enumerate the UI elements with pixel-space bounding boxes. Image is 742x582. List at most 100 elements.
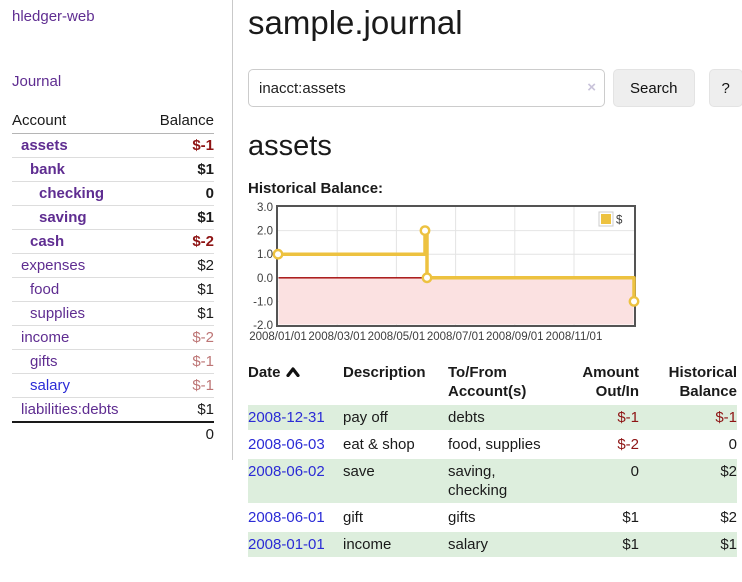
account-balance: $-2	[146, 230, 214, 254]
account-link-food[interactable]: food	[30, 281, 59, 298]
transaction-date-link[interactable]: 2008-06-02	[248, 463, 325, 480]
negative-region	[279, 278, 634, 325]
transaction-accounts: salary	[448, 531, 556, 557]
transaction-description: gift	[343, 504, 448, 531]
chart-heading: Historical Balance:	[248, 180, 742, 197]
register-row: 2008-06-01 gift gifts $1 $2	[248, 504, 737, 531]
x-tick: 2008/09/01	[486, 331, 544, 343]
account-link-liabilities-debts[interactable]: liabilities:debts	[21, 401, 119, 418]
transaction-balance: $-1	[639, 404, 737, 431]
balance-chart-svg: $ 3.0 2.0 1.0 0.0 -1.0 -2.0 2008/01/01 2…	[248, 202, 648, 344]
account-link-supplies[interactable]: supplies	[30, 305, 85, 322]
y-tick: 3.0	[257, 202, 273, 214]
x-tick: 2008/07/01	[427, 331, 485, 343]
x-tick: 2008/01/01	[249, 331, 307, 343]
account-balance: $-1	[146, 350, 214, 374]
account-balance: $1	[146, 398, 214, 423]
transaction-amount: $1	[556, 531, 639, 557]
amount-column-header: Amount Out/In	[556, 361, 639, 404]
search-button[interactable]: Search	[613, 69, 695, 107]
account-balance: 0	[146, 182, 214, 206]
x-tick: 2008/03/01	[308, 331, 366, 343]
account-balance: $2	[146, 254, 214, 278]
search-input[interactable]	[248, 69, 605, 107]
sort-ascending-icon	[286, 367, 300, 377]
sidebar-item-journal[interactable]: Journal	[12, 73, 214, 90]
legend-colorbox	[601, 214, 611, 224]
balance-column-header: Historical Balance	[639, 361, 737, 404]
account-link-salary[interactable]: salary	[30, 377, 70, 394]
account-balance: $-1	[146, 374, 214, 398]
account-row: bank $1	[12, 158, 214, 182]
balance-column-header: Balance	[146, 109, 214, 134]
account-link-cash[interactable]: cash	[30, 233, 64, 250]
account-link-gifts[interactable]: gifts	[30, 353, 58, 370]
transaction-accounts: food, supplies	[448, 431, 556, 458]
account-balance: $1	[146, 278, 214, 302]
date-column-header[interactable]: Date	[248, 361, 343, 404]
transaction-accounts: debts	[448, 404, 556, 431]
account-row: gifts $-1	[12, 350, 214, 374]
account-page-title: assets	[248, 130, 742, 163]
register-table: Date Description To/From Account(s) Amou…	[248, 361, 737, 557]
account-row: supplies $1	[12, 302, 214, 326]
transaction-amount: $-1	[556, 404, 639, 431]
x-axis-labels: 2008/01/01 2008/03/01 2008/05/01 2008/07…	[249, 331, 602, 343]
page-title: sample.journal	[248, 4, 742, 42]
account-row: checking 0	[12, 182, 214, 206]
account-row: expenses $2	[12, 254, 214, 278]
transaction-amount: $1	[556, 504, 639, 531]
chart-legend: $	[599, 212, 623, 227]
account-link-bank[interactable]: bank	[30, 161, 65, 178]
account-row: liabilities:debts $1	[12, 398, 214, 423]
account-link-income[interactable]: income	[21, 329, 69, 346]
transaction-date-link[interactable]: 2008-12-31	[248, 409, 325, 426]
transaction-description: income	[343, 531, 448, 557]
account-row: cash $-2	[12, 230, 214, 254]
legend-label: $	[616, 215, 623, 227]
y-tick: 2.0	[257, 226, 273, 238]
search-box: ×	[248, 69, 605, 107]
balance-chart: $ 3.0 2.0 1.0 0.0 -1.0 -2.0 2008/01/01 2…	[248, 202, 742, 344]
y-tick: -1.0	[253, 296, 273, 308]
transaction-balance: 0	[639, 431, 737, 458]
account-row: salary $-1	[12, 374, 214, 398]
transaction-date-link[interactable]: 2008-01-01	[248, 536, 325, 553]
y-axis-labels: 3.0 2.0 1.0 0.0 -1.0 -2.0	[253, 202, 273, 332]
main-content: sample.journal × Search ? assets Histori…	[233, 0, 742, 557]
register-header-row: Date Description To/From Account(s) Amou…	[248, 361, 737, 404]
account-link-assets[interactable]: assets	[21, 137, 68, 154]
accounts-column-header: Account	[12, 109, 146, 134]
account-balance: $1	[146, 302, 214, 326]
transaction-description: pay off	[343, 404, 448, 431]
accounts-header-row: Account Balance	[12, 109, 214, 134]
account-balance: $-2	[146, 326, 214, 350]
clear-search-icon[interactable]: ×	[587, 79, 596, 97]
account-row: assets $-1	[12, 134, 214, 158]
register-row: 2008-06-02 save saving, checking 0 $2	[248, 458, 737, 504]
transaction-date-link[interactable]: 2008-06-01	[248, 509, 325, 526]
y-tick: 0.0	[257, 273, 273, 285]
transaction-description: eat & shop	[343, 431, 448, 458]
register-row: 2008-01-01 income salary $1 $1	[248, 531, 737, 557]
sidebar: hledger-web Journal Account Balance asse…	[0, 0, 233, 557]
transaction-amount: 0	[556, 458, 639, 504]
transaction-balance: $1	[639, 531, 737, 557]
account-row: food $1	[12, 278, 214, 302]
account-balance: $1	[146, 206, 214, 230]
account-link-saving[interactable]: saving	[39, 209, 87, 226]
x-tick: 2008/11/01	[546, 331, 603, 343]
transaction-accounts: saving, checking	[448, 458, 556, 504]
account-row: saving $1	[12, 206, 214, 230]
account-link-expenses[interactable]: expenses	[21, 257, 85, 274]
sidebar-content: hledger-web Journal Account Balance asse…	[0, 0, 233, 460]
help-button[interactable]: ?	[709, 69, 742, 107]
account-row: income $-2	[12, 326, 214, 350]
transaction-description: save	[343, 458, 448, 504]
transaction-amount: $-2	[556, 431, 639, 458]
account-link-checking[interactable]: checking	[39, 185, 104, 202]
app-brand-link[interactable]: hledger-web	[12, 8, 95, 25]
accounts-table: Account Balance assets $-1 bank $1 check…	[12, 109, 214, 446]
transaction-date-link[interactable]: 2008-06-03	[248, 436, 325, 453]
register-row: 2008-12-31 pay off debts $-1 $-1	[248, 404, 737, 431]
